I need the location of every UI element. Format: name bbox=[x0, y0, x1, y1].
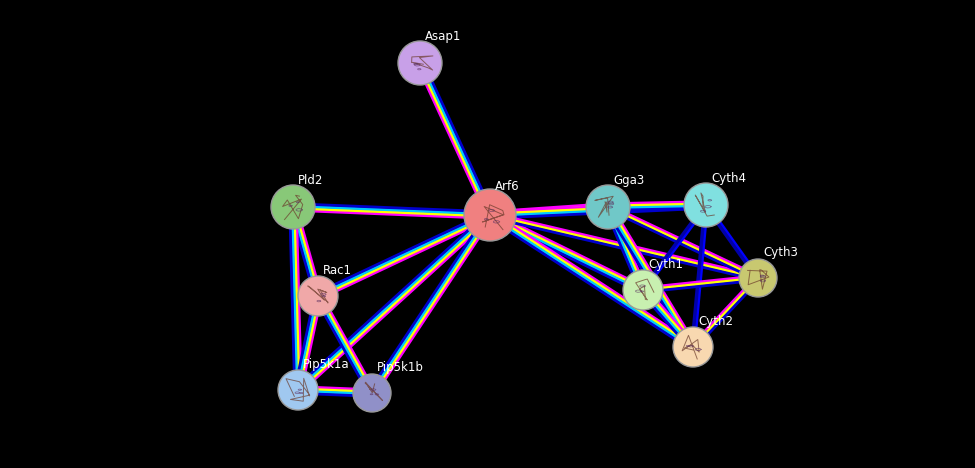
Text: Pip5k1a: Pip5k1a bbox=[303, 358, 350, 371]
Text: Asap1: Asap1 bbox=[425, 30, 461, 43]
Circle shape bbox=[684, 183, 728, 227]
Circle shape bbox=[278, 370, 318, 410]
Circle shape bbox=[353, 374, 391, 412]
Text: Arf6: Arf6 bbox=[495, 180, 520, 193]
Text: Cyth1: Cyth1 bbox=[648, 258, 683, 271]
Circle shape bbox=[464, 189, 516, 241]
Text: Cyth2: Cyth2 bbox=[698, 315, 733, 328]
Circle shape bbox=[586, 185, 630, 229]
Circle shape bbox=[673, 327, 713, 367]
Text: Pip5k1b: Pip5k1b bbox=[377, 361, 424, 374]
Circle shape bbox=[739, 259, 777, 297]
Circle shape bbox=[623, 270, 663, 310]
Circle shape bbox=[398, 41, 442, 85]
Text: Cyth4: Cyth4 bbox=[711, 172, 746, 185]
Text: Cyth3: Cyth3 bbox=[763, 246, 798, 259]
Text: Rac1: Rac1 bbox=[323, 264, 352, 277]
Circle shape bbox=[298, 276, 338, 316]
Circle shape bbox=[271, 185, 315, 229]
Text: Pld2: Pld2 bbox=[298, 174, 324, 187]
Text: Gga3: Gga3 bbox=[613, 174, 644, 187]
